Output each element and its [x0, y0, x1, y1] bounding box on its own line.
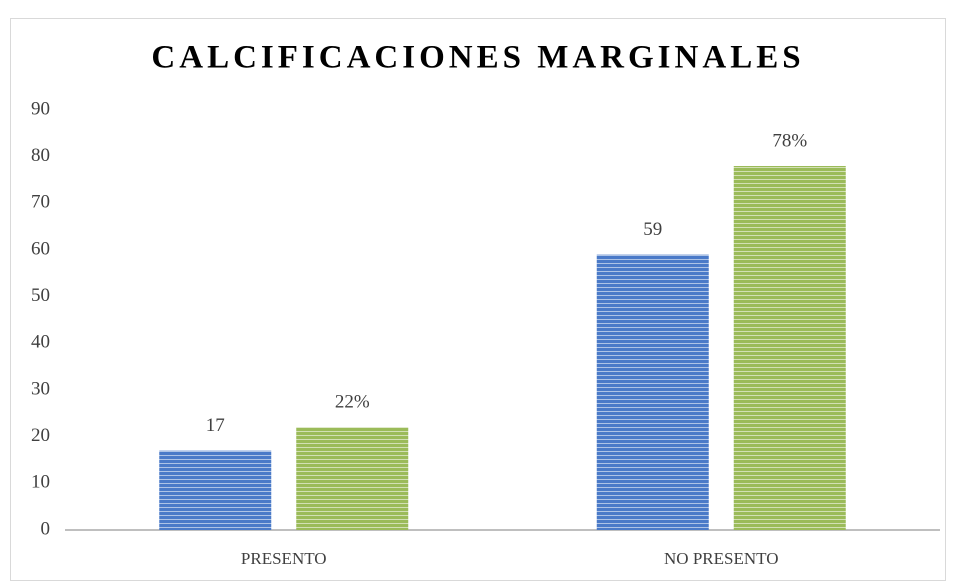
y-tick-label: 80: [31, 145, 50, 166]
y-tick-label: 30: [31, 378, 50, 399]
y-tick-label: 10: [31, 472, 50, 493]
bar: [159, 450, 272, 530]
x-tick-label: PRESENTO: [241, 549, 327, 568]
chart-title: CALCIFICACIONES MARGINALES: [151, 40, 804, 76]
data-label: 22%: [335, 392, 370, 413]
y-tick-label: 20: [31, 425, 50, 446]
y-tick-label: 60: [31, 238, 50, 259]
bar: [596, 254, 709, 530]
y-tick-label: 70: [31, 192, 50, 213]
data-label: 59: [643, 219, 662, 240]
bar: [733, 166, 846, 530]
data-label: 17: [206, 415, 225, 436]
y-tick-label: 50: [31, 285, 50, 306]
y-tick-label: 0: [41, 518, 51, 539]
y-tick-label: 40: [31, 332, 50, 353]
bar: [296, 427, 409, 530]
data-label: 78%: [772, 130, 807, 151]
y-tick-label: 90: [31, 98, 50, 119]
x-tick-label: NO PRESENTO: [664, 549, 778, 568]
